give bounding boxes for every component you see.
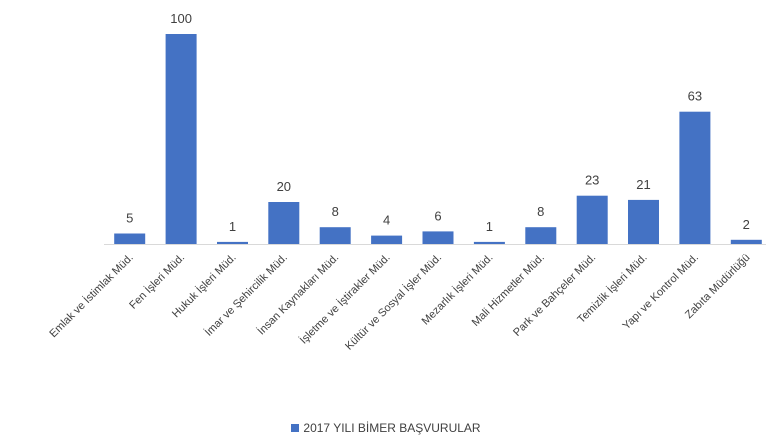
data-label: 8 (537, 204, 544, 219)
bar (628, 199, 659, 244)
value-labels-group: 5 100 1 20 8 4 6 1 8 23 21 63 2 (126, 11, 750, 234)
category-label: İmar ve Şehircilik Müd. (202, 251, 290, 339)
data-label: 5 (126, 211, 133, 226)
category-label: Kültür ve Sosyal İşler Müd. (342, 251, 444, 353)
data-label: 21 (636, 177, 650, 192)
bar (730, 239, 762, 244)
legend: 2017 YILI BİMER BAŞVURULAR (0, 421, 772, 435)
data-label: 100 (170, 11, 192, 26)
bar (319, 227, 351, 244)
category-label: İşletme ve İştirakler Müd. (297, 251, 393, 347)
bar (576, 195, 608, 244)
bar (217, 241, 248, 244)
bar (422, 231, 454, 244)
category-label: Emlak ve İstimlak Müd. (47, 251, 136, 340)
bars-group (114, 34, 762, 244)
legend-swatch (291, 424, 300, 432)
data-label: 4 (383, 213, 390, 228)
data-label: 63 (688, 89, 702, 104)
data-label: 1 (486, 219, 493, 234)
category-labels-group: Emlak ve İstimlak Müd.Fen İşleri Müd.Huk… (47, 251, 753, 353)
bar (679, 111, 711, 244)
data-label: 23 (585, 173, 599, 188)
bar (371, 235, 403, 244)
bar (268, 202, 300, 244)
bar (525, 227, 557, 244)
data-label: 1 (229, 219, 236, 234)
data-label: 6 (434, 208, 441, 223)
bar (165, 34, 197, 244)
data-label: 8 (332, 204, 339, 219)
legend-label: 2017 YILI BİMER BAŞVURULAR (303, 421, 481, 435)
data-label: 2 (743, 217, 750, 232)
bar (473, 241, 505, 244)
bar (114, 233, 146, 244)
category-label: İnsan Kaynakları Müd. (255, 251, 342, 338)
data-label: 20 (277, 179, 291, 194)
